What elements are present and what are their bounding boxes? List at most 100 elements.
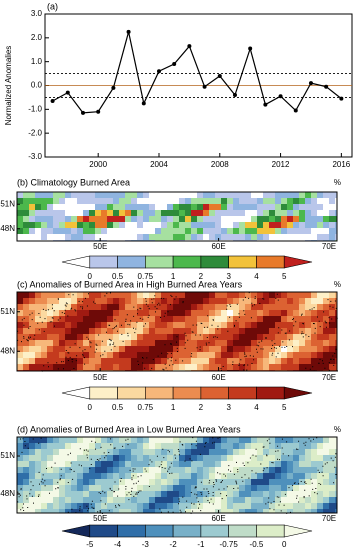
field-cell <box>53 503 59 509</box>
field-cell <box>101 198 107 204</box>
field-cell <box>77 473 83 479</box>
field-cell <box>299 216 305 222</box>
field-cell <box>83 346 89 352</box>
field-cell <box>119 346 125 352</box>
field-cell <box>191 204 197 210</box>
field-cell <box>77 479 83 485</box>
field-cell <box>131 358 137 364</box>
field-cell <box>143 358 149 364</box>
field-cell <box>233 216 239 222</box>
field-cell <box>299 210 305 216</box>
field-cell <box>275 364 281 370</box>
field-cell <box>95 304 101 310</box>
field-cell <box>125 310 131 316</box>
field-cell <box>161 491 167 497</box>
field-cell <box>233 340 239 346</box>
field-cell <box>131 364 137 370</box>
field-cell <box>161 449 167 455</box>
field-cell <box>41 509 47 513</box>
field-cell <box>17 340 23 346</box>
field-cell <box>323 485 329 491</box>
field-cell <box>47 222 53 228</box>
field-cell <box>89 437 95 443</box>
field-cell <box>83 485 89 491</box>
field-cell <box>35 298 41 304</box>
field-cell <box>89 497 95 503</box>
field-cell <box>287 437 293 443</box>
field-cell <box>83 334 89 340</box>
field-cell <box>47 334 53 340</box>
field-cell <box>29 346 35 352</box>
field-cell <box>317 222 323 228</box>
colorbar-label: 2 <box>199 403 204 412</box>
field-cell <box>221 198 227 204</box>
field-cell <box>23 216 29 222</box>
field-cell <box>197 346 203 352</box>
field-cell <box>323 322 329 328</box>
field-cell <box>245 461 251 467</box>
field-cell <box>125 292 131 298</box>
field-cell <box>149 467 155 473</box>
field-cell <box>239 210 245 216</box>
field-cell <box>317 352 323 358</box>
field-cell <box>125 334 131 340</box>
field-cell <box>83 322 89 328</box>
field-cell <box>215 449 221 455</box>
field-cell <box>299 485 305 491</box>
field-cell <box>185 437 191 443</box>
data-point <box>126 29 131 34</box>
field-cell <box>143 479 149 485</box>
field-cell <box>263 503 269 509</box>
field-cell <box>101 222 107 228</box>
field-cell <box>107 479 113 485</box>
field-cell <box>233 449 239 455</box>
field-cell <box>113 310 119 316</box>
field-cell <box>131 455 137 461</box>
field-cell <box>155 509 161 513</box>
field-cell <box>269 328 275 334</box>
field-cell <box>29 479 35 485</box>
field-cell <box>131 322 137 328</box>
field-cell <box>95 364 101 370</box>
field-cell <box>143 216 149 222</box>
colorbar-swatch <box>172 255 202 269</box>
field-cell <box>101 216 107 222</box>
field-cell <box>71 352 77 358</box>
field-cell <box>155 316 161 322</box>
field-cell <box>167 304 173 310</box>
field-cell <box>299 298 305 304</box>
field-cell <box>29 364 35 370</box>
field-cell <box>335 485 337 491</box>
field-cell <box>209 479 215 485</box>
field-cell <box>197 473 203 479</box>
field-cell <box>47 455 53 461</box>
field-cell <box>329 467 335 473</box>
field-cell <box>131 328 137 334</box>
field-cell <box>203 328 209 334</box>
field-cell <box>293 334 299 340</box>
field-cell <box>233 292 239 298</box>
field-cell <box>233 198 239 204</box>
field-cell <box>17 216 23 222</box>
field-cell <box>131 228 137 234</box>
field-cell <box>227 292 233 298</box>
field-cell <box>203 352 209 358</box>
field-cell <box>245 204 251 210</box>
field-cell <box>101 503 107 509</box>
field-cell <box>251 204 257 210</box>
field-cell <box>275 298 281 304</box>
field-cell <box>191 216 197 222</box>
map-field <box>17 292 337 371</box>
field-cell <box>335 461 337 467</box>
field-cell <box>233 485 239 491</box>
field-cell <box>59 340 65 346</box>
field-cell <box>239 479 245 485</box>
field-cell <box>161 497 167 503</box>
field-cell <box>101 228 107 234</box>
field-cell <box>167 192 173 198</box>
field-cell <box>185 473 191 479</box>
field-cell <box>311 443 317 449</box>
field-cell <box>269 210 275 216</box>
field-cell <box>185 509 191 513</box>
field-cell <box>77 228 83 234</box>
